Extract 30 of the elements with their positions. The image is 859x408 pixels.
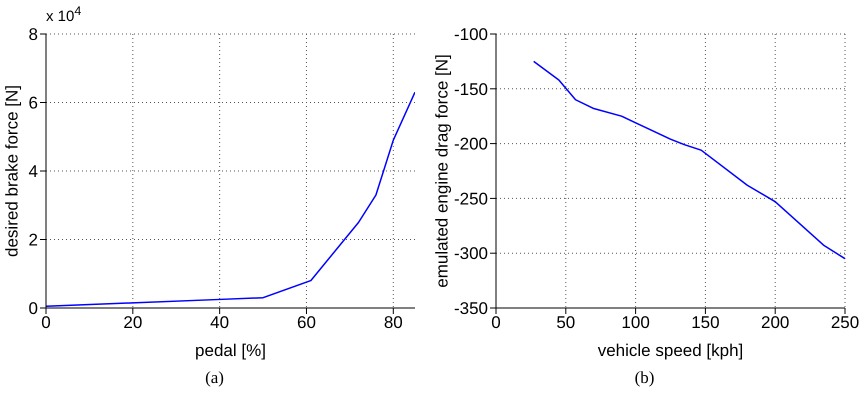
x-tick-label: 0 xyxy=(41,313,51,332)
line-series xyxy=(532,60,845,260)
y-tick-label: -150 xyxy=(454,80,488,99)
x-tick-label: 50 xyxy=(556,313,576,332)
y-tick-label: -200 xyxy=(454,134,488,154)
y-tick-label: -300 xyxy=(454,244,488,264)
y-tick-label: -250 xyxy=(454,189,488,208)
x-tick-label: 20 xyxy=(123,313,142,332)
x-tick-label: 60 xyxy=(297,313,316,332)
x-tick-label: 40 xyxy=(210,313,230,332)
y-tick-label: -350 xyxy=(454,299,488,318)
y-tick-label: 8 xyxy=(28,25,38,44)
y-tick-label: 4 xyxy=(28,162,38,182)
y-tick-label: -100 xyxy=(454,25,488,44)
text: (a) xyxy=(204,368,225,388)
x-tick-label: 0 xyxy=(491,313,501,332)
x-tick-label: 250 xyxy=(830,313,859,332)
text: x 10$^{4}$ xyxy=(46,4,82,25)
x-tick-label: 200 xyxy=(761,313,790,332)
y-tick-label: 2 xyxy=(28,230,38,250)
y-tick-label: 6 xyxy=(28,94,38,113)
x-tick-label: 80 xyxy=(384,313,403,332)
x-axis-title: vehicle speed [kph] xyxy=(598,341,744,360)
x-tick-label: 150 xyxy=(691,313,720,332)
y-axis-title: desired brake force [N] xyxy=(2,85,22,257)
x-axis-title: pedal [%] xyxy=(195,341,266,360)
text: (b) xyxy=(634,368,656,388)
y-tick-label: 0 xyxy=(28,299,38,318)
y-axis-title: emulated engine drag force [N] xyxy=(432,54,452,288)
x-tick-label: 100 xyxy=(621,313,650,332)
